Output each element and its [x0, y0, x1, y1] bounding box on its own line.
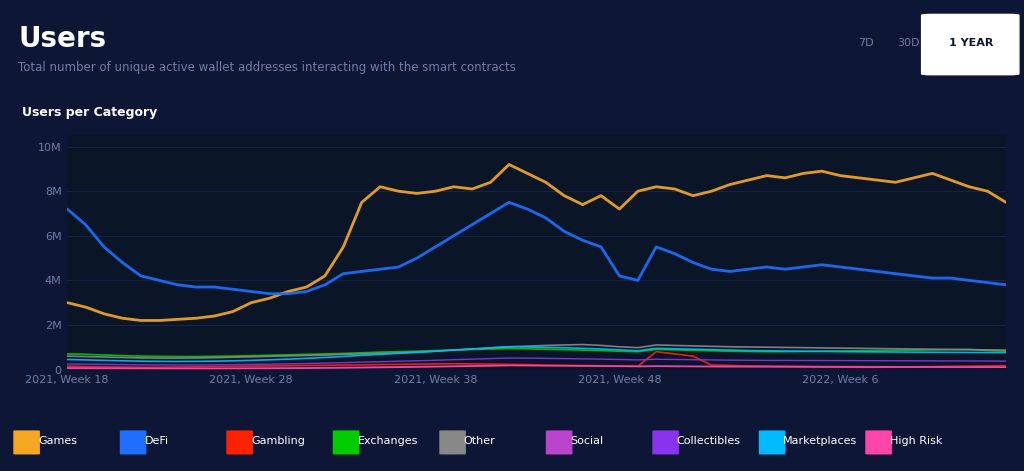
Text: Collectibles: Collectibles — [677, 436, 741, 446]
FancyBboxPatch shape — [546, 430, 572, 455]
Text: Other: Other — [464, 436, 496, 446]
Text: 7D: 7D — [858, 38, 873, 48]
FancyBboxPatch shape — [759, 430, 785, 455]
FancyBboxPatch shape — [333, 430, 359, 455]
FancyBboxPatch shape — [226, 430, 253, 455]
Text: Gambling: Gambling — [251, 436, 305, 446]
FancyBboxPatch shape — [652, 430, 679, 455]
Text: Games: Games — [38, 436, 77, 446]
Text: 30D: 30D — [897, 38, 920, 48]
Text: Exchanges: Exchanges — [357, 436, 418, 446]
Text: Total number of unique active wallet addresses interacting with the smart contra: Total number of unique active wallet add… — [18, 61, 516, 74]
FancyBboxPatch shape — [13, 430, 40, 455]
Text: Marketplaces: Marketplaces — [783, 436, 858, 446]
Text: Users per Category: Users per Category — [23, 106, 158, 119]
FancyBboxPatch shape — [120, 430, 146, 455]
FancyBboxPatch shape — [865, 430, 892, 455]
FancyBboxPatch shape — [439, 430, 466, 455]
Text: High Risk: High Risk — [890, 436, 942, 446]
FancyBboxPatch shape — [922, 15, 1019, 75]
Text: DeFi: DeFi — [144, 436, 169, 446]
Text: Social: Social — [570, 436, 603, 446]
Text: 1 YEAR: 1 YEAR — [948, 38, 993, 48]
Text: Users: Users — [18, 25, 106, 53]
